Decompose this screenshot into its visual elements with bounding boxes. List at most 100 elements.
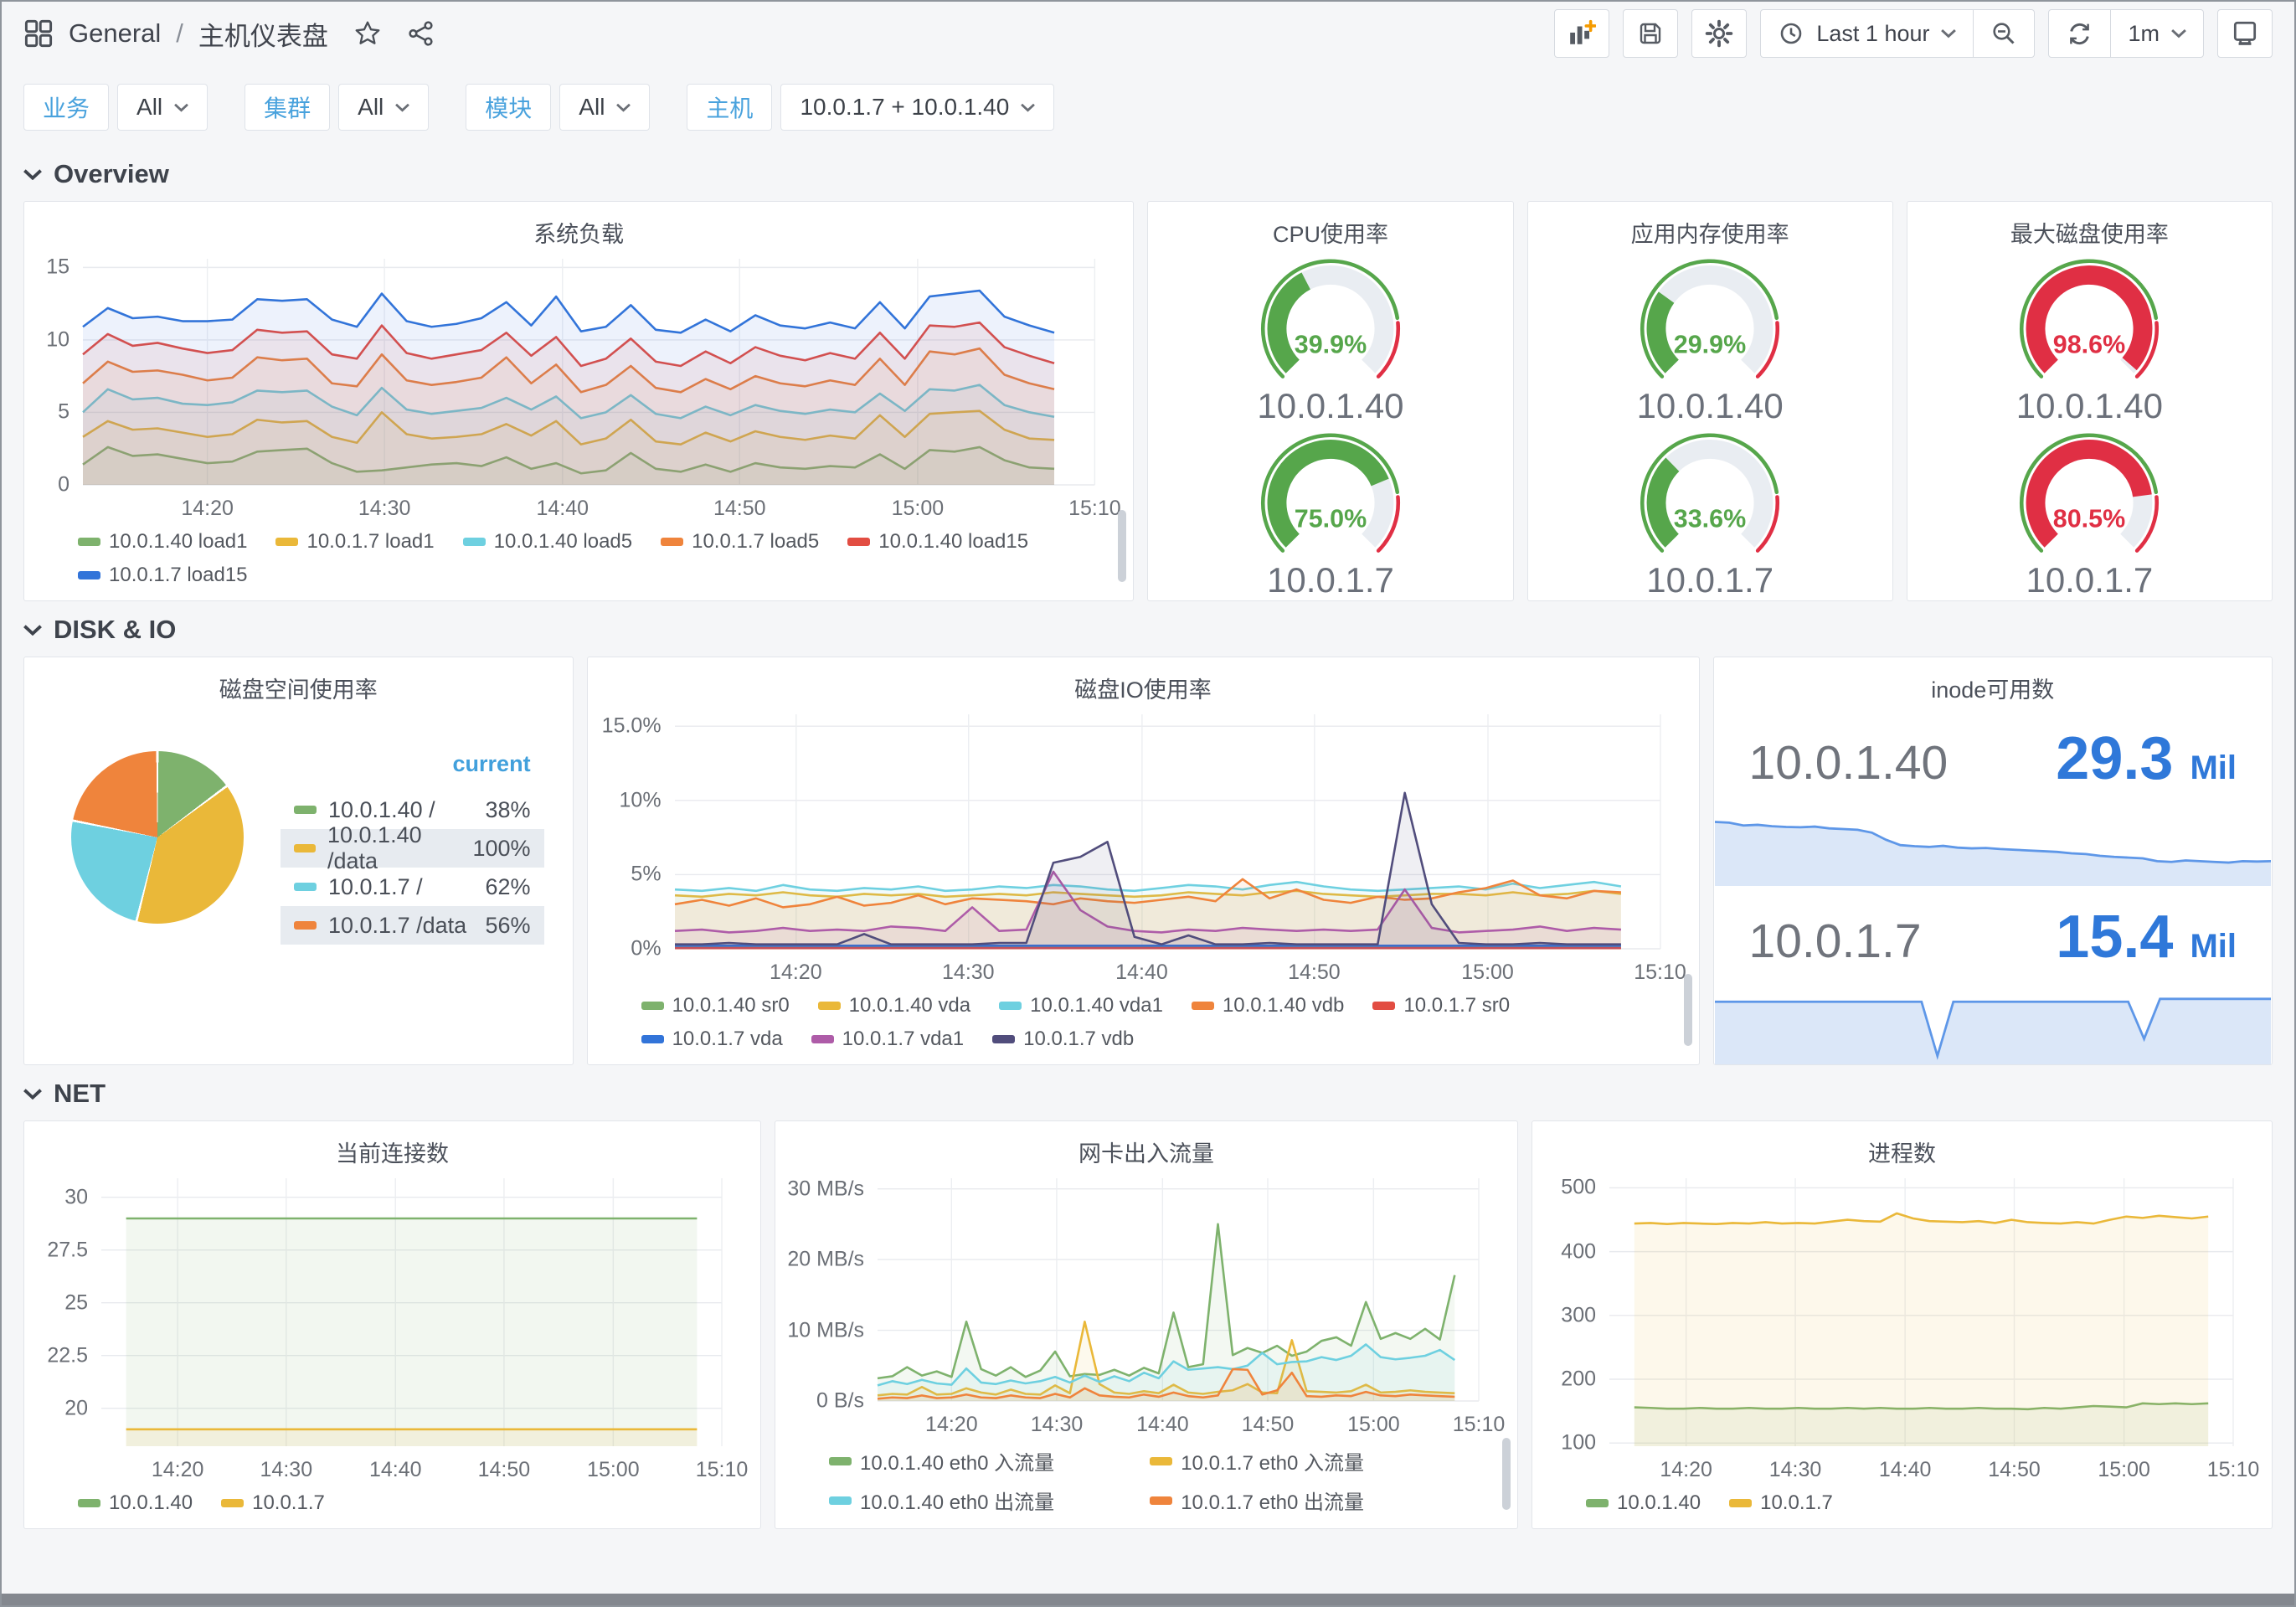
legend-item[interactable]: 10.0.1.40 vda1 xyxy=(999,994,1163,1017)
processes-chart: 100 200 300 400 500 14:20 14:30 14:40 14:50 15:00… xyxy=(1561,1175,2260,1515)
legend-item[interactable]: 10.0.1.40 vdb xyxy=(1191,994,1344,1017)
breadcrumb-root[interactable]: General xyxy=(69,18,162,48)
legend-item[interactable]: 10.0.1.40 xyxy=(78,1491,193,1515)
panel-title[interactable]: 应用内存使用率 xyxy=(1630,222,1789,247)
share-icon[interactable] xyxy=(407,19,435,48)
legend-swatch xyxy=(294,844,316,852)
panel-title[interactable]: 磁盘空间使用率 xyxy=(219,677,378,703)
add-panel-button[interactable] xyxy=(1554,9,1610,58)
zoom-out-button[interactable] xyxy=(1973,10,2034,57)
legend-swatch xyxy=(275,538,299,546)
disk-space-pie[interactable] xyxy=(71,751,244,924)
legend-current-header[interactable]: current xyxy=(452,751,531,776)
stat-value: 29.3 Mil xyxy=(2056,725,2237,792)
favorite-star-icon[interactable] xyxy=(353,19,382,48)
refresh-controls: 1m xyxy=(2048,9,2204,58)
save-icon xyxy=(1640,23,1661,44)
panel-title[interactable]: 进程数 xyxy=(1868,1141,1937,1167)
section-net[interactable]: NET xyxy=(2,1065,2294,1120)
panel-inode: inode可用数 10.0.1.40 29.3 Mil 10.0.1.7 15.… xyxy=(1712,657,2273,1065)
chart-legend: 10.0.1.40 10.0.1.7 xyxy=(78,1491,722,1515)
panel-memory-usage: 应用内存使用率 29.9% 10.0.1.40 33.6% 10.0.1.7 xyxy=(1526,201,1893,601)
legend-swatch xyxy=(829,1456,852,1465)
legend-scrollbar[interactable] xyxy=(1118,510,1127,582)
panel-title[interactable]: 网卡出入流量 xyxy=(1079,1141,1215,1167)
kiosk-mode-button[interactable] xyxy=(2217,9,2273,58)
section-disk-io[interactable]: DISK & IO xyxy=(2,601,2294,657)
legend-item[interactable]: 10.0.1.7 vdb xyxy=(992,1028,1134,1051)
legend-item[interactable]: 10.0.1.40 load1 xyxy=(78,530,247,554)
legend-item[interactable]: 10.0.1.7 sr0 xyxy=(1372,994,1510,1017)
inode-stat-10-0-1-7: 10.0.1.7 15.4 Mil xyxy=(1714,886,2272,1064)
legend-item[interactable]: 10.0.1.40 load5 xyxy=(462,530,632,554)
panel-title[interactable]: 最大磁盘使用率 xyxy=(2010,222,2169,247)
apps-grid-icon[interactable] xyxy=(23,18,54,49)
legend-item[interactable]: 10.0.1.40 eth0 出流量 xyxy=(829,1486,1121,1515)
panel-title[interactable]: 磁盘IO使用率 xyxy=(1074,677,1212,703)
refresh-button[interactable] xyxy=(2049,10,2110,57)
gauge: 75.0% xyxy=(1261,433,1401,553)
pie-legend-row[interactable]: 10.0.1.40 /data 100% xyxy=(281,822,544,873)
filter-host-dropdown[interactable]: 10.0.1.7 + 10.0.1.40 xyxy=(780,84,1055,131)
pie-legend-row[interactable]: 10.0.1.40 /38% xyxy=(281,791,544,829)
refresh-icon xyxy=(2070,23,2090,44)
legend-swatch xyxy=(641,1035,664,1043)
legend-item[interactable]: 10.0.1.7 vda xyxy=(641,1028,783,1051)
panel-title[interactable]: 系统负载 xyxy=(533,222,625,247)
legend-item[interactable]: 10.0.1.40 eth0 入流量 xyxy=(829,1446,1121,1476)
pie-legend-row[interactable]: 10.0.1.7 /data 56% xyxy=(281,906,544,945)
panel-title[interactable]: 当前连接数 xyxy=(336,1141,449,1167)
legend-swatch xyxy=(661,538,684,546)
panel-title[interactable]: CPU使用率 xyxy=(1272,222,1388,247)
chart-legend: 10.0.1.40 eth0 入流量 10.0.1.7 eth0 入流量 10.0.… xyxy=(829,1446,1479,1515)
svg-text:98.6%: 98.6% xyxy=(2053,330,2125,358)
legend-item[interactable]: 10.0.1.7 load5 xyxy=(661,530,819,554)
legend-item[interactable]: 10.0.1.40 xyxy=(1586,1491,1701,1515)
refresh-interval-label: 1m xyxy=(2128,20,2160,46)
refresh-interval-dropdown[interactable]: 1m xyxy=(2110,10,2203,57)
legend-swatch xyxy=(1150,1496,1173,1505)
gauge-host-label: 10.0.1.40 xyxy=(2015,386,2163,425)
legend-item[interactable]: 10.0.1.7 eth0 入流量 xyxy=(1150,1446,1442,1476)
legend-swatch xyxy=(992,1035,1016,1043)
panel-title[interactable]: inode可用数 xyxy=(1931,677,2055,703)
panel-disk-io: 磁盘IO使用率 0% 5% 10% 15.0% 14:20 14:30 14:40 14:50… xyxy=(586,657,1700,1065)
legend-swatch xyxy=(78,571,100,579)
gauge-host-label: 10.0.1.7 xyxy=(1267,560,1394,600)
breadcrumb-separator: / xyxy=(176,18,183,48)
legend-item[interactable]: 10.0.1.7 eth0 出流量 xyxy=(1150,1486,1442,1515)
stat-value: 15.4 Mil xyxy=(2056,904,2237,971)
memory-gauge-10-0-1-40: 29.9% 10.0.1.40 xyxy=(1611,252,1809,426)
legend-item[interactable]: 10.0.1.7 xyxy=(1729,1491,1833,1515)
panel-processes: 进程数 100 200 300 400 500 14:20 14:30 14:40 14:50 1… xyxy=(1532,1120,2273,1529)
legend-item[interactable]: 10.0.1.7 vda1 xyxy=(811,1028,964,1051)
chevron-down-icon xyxy=(616,103,631,112)
dashboard-settings-button[interactable] xyxy=(1691,9,1748,58)
legend-swatch xyxy=(78,538,100,546)
stat-host-label: 10.0.1.40 xyxy=(1748,736,1949,790)
legend-swatch xyxy=(294,883,317,891)
horizontal-scrollbar[interactable] xyxy=(2,1594,2294,1605)
filter-business-label: 业务 xyxy=(23,84,110,131)
legend-item[interactable]: 10.0.1.7 load15 xyxy=(78,564,247,587)
svg-text:80.5%: 80.5% xyxy=(2053,504,2125,533)
legend-scrollbar[interactable] xyxy=(1502,1438,1511,1510)
legend-swatch xyxy=(1586,1499,1609,1507)
time-range-button[interactable]: Last 1 hour xyxy=(1761,10,1973,57)
legend-item[interactable]: 10.0.1.7 load1 xyxy=(275,530,435,554)
section-overview[interactable]: Overview xyxy=(2,146,2294,201)
legend-scrollbar[interactable] xyxy=(1683,974,1692,1046)
filter-cluster-dropdown[interactable]: All xyxy=(338,84,430,131)
legend-item[interactable]: 10.0.1.7 xyxy=(221,1491,325,1515)
legend-item[interactable]: 10.0.1.40 sr0 xyxy=(641,994,790,1017)
inode-sparkline xyxy=(1714,815,2271,886)
legend-item[interactable]: 10.0.1.40 load15 xyxy=(847,530,1028,554)
page-title[interactable]: 主机仪表盘 xyxy=(198,21,328,51)
pie-legend-row[interactable]: 10.0.1.7 /62% xyxy=(281,868,544,906)
save-dashboard-button[interactable] xyxy=(1623,9,1679,58)
chevron-down-icon xyxy=(395,103,410,112)
template-variable-row: 业务 All 集群 All 模块 All 主机 10.0.1.7 + 10.0.… xyxy=(2,65,2294,146)
filter-module-dropdown[interactable]: All xyxy=(559,84,651,131)
filter-business-dropdown[interactable]: All xyxy=(117,84,208,131)
legend-item[interactable]: 10.0.1.40 vda xyxy=(817,994,970,1017)
